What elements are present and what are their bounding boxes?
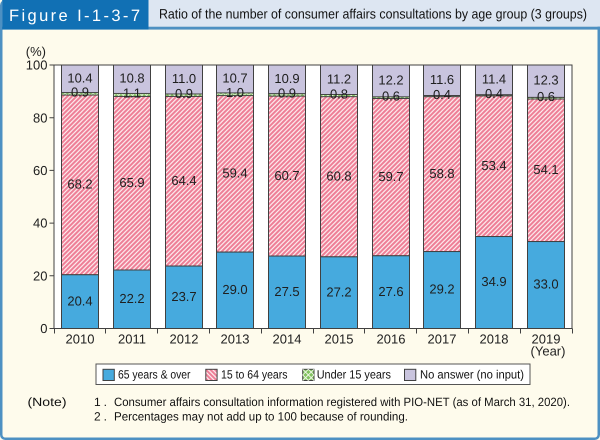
svg-text:11.0: 11.0: [172, 71, 196, 86]
svg-text:23.7: 23.7: [171, 289, 196, 304]
svg-text:11.2: 11.2: [327, 71, 351, 86]
svg-text:1.: 1.: [94, 395, 107, 409]
svg-text:Ratio of the number of consume: Ratio of the number of consumer affairs …: [159, 6, 587, 21]
svg-text:2010: 2010: [66, 332, 95, 347]
svg-text:22.2: 22.2: [119, 291, 144, 306]
svg-text:0.6: 0.6: [382, 88, 400, 103]
svg-text:33.0: 33.0: [533, 277, 558, 292]
svg-text:27.6: 27.6: [378, 284, 403, 299]
svg-text:68.2: 68.2: [67, 177, 92, 192]
svg-text:0.9: 0.9: [71, 85, 89, 100]
svg-text:60.7: 60.7: [274, 168, 299, 183]
svg-text:2014: 2014: [273, 332, 302, 347]
svg-text:60: 60: [33, 163, 47, 178]
svg-text:20: 20: [33, 268, 47, 283]
svg-text:Percentages may not add up to: Percentages may not add up to 100 becaus…: [114, 409, 408, 423]
svg-text:0.4: 0.4: [485, 86, 503, 101]
svg-text:29.0: 29.0: [222, 282, 247, 297]
svg-text:0.9: 0.9: [175, 86, 193, 101]
svg-text:2018: 2018: [480, 332, 509, 347]
svg-text:2.: 2.: [94, 409, 107, 423]
svg-text:0.4: 0.4: [433, 87, 451, 102]
svg-text:15 to 64 years: 15 to 64 years: [221, 368, 288, 382]
svg-text:0: 0: [40, 321, 47, 336]
svg-text:59.7: 59.7: [378, 169, 403, 184]
svg-text:(Year): (Year): [531, 344, 566, 359]
svg-text:27.5: 27.5: [274, 284, 299, 299]
svg-text:0.8: 0.8: [330, 86, 348, 101]
svg-text:2011: 2011: [118, 332, 146, 347]
svg-text:(%): (%): [26, 44, 46, 59]
svg-text:20.4: 20.4: [67, 293, 92, 308]
svg-text:65.9: 65.9: [119, 175, 144, 190]
svg-text:12.3: 12.3: [533, 73, 558, 88]
svg-text:59.4: 59.4: [222, 166, 247, 181]
svg-text:Figure I-1-3-7: Figure I-1-3-7: [9, 7, 140, 25]
svg-text:64.4: 64.4: [171, 173, 196, 188]
svg-text:80: 80: [33, 110, 47, 125]
svg-text:2012: 2012: [170, 332, 199, 347]
svg-text:Under 15 years: Under 15 years: [317, 368, 391, 382]
svg-text:No answer (no input): No answer (no input): [420, 368, 524, 382]
svg-text:1.0: 1.0: [226, 85, 244, 100]
svg-text:34.9: 34.9: [481, 274, 506, 289]
svg-text:65 years & over: 65 years & over: [118, 368, 191, 382]
svg-text:2015: 2015: [325, 332, 354, 347]
svg-text:54.1: 54.1: [533, 162, 558, 177]
svg-text:2017: 2017: [428, 332, 457, 347]
svg-text:29.2: 29.2: [429, 282, 454, 297]
svg-text:10.9: 10.9: [274, 71, 299, 86]
svg-text:11.6: 11.6: [430, 72, 454, 87]
svg-text:10.7: 10.7: [222, 70, 247, 85]
svg-text:10.4: 10.4: [67, 70, 92, 85]
svg-text:2019: 2019: [532, 332, 561, 347]
svg-text:58.8: 58.8: [429, 166, 454, 181]
svg-text:1.1: 1.1: [123, 86, 141, 101]
svg-text:0.6: 0.6: [537, 89, 555, 104]
svg-text:40: 40: [33, 216, 47, 231]
svg-text:0.9: 0.9: [278, 86, 296, 101]
svg-text:Consumer affairs consultation: Consumer affairs consultation informatio…: [114, 395, 570, 409]
svg-text:2016: 2016: [377, 332, 406, 347]
svg-text:11.4: 11.4: [482, 71, 506, 86]
svg-text:27.2: 27.2: [326, 284, 351, 299]
svg-text:(Note): (Note): [28, 395, 67, 409]
svg-text:2013: 2013: [221, 332, 250, 347]
svg-text:12.2: 12.2: [378, 72, 403, 87]
svg-text:60.8: 60.8: [326, 169, 351, 184]
svg-text:53.4: 53.4: [481, 158, 506, 173]
svg-text:10.8: 10.8: [119, 71, 144, 86]
svg-text:100: 100: [26, 58, 48, 73]
